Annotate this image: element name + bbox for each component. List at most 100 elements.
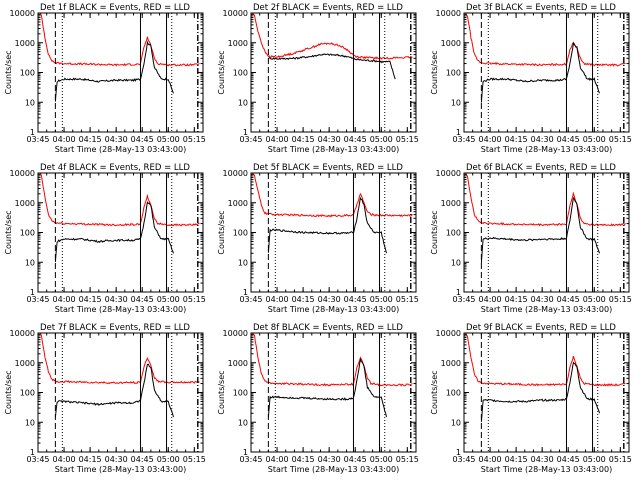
series-lld-red xyxy=(251,173,413,218)
x-tick-label: 04:30 xyxy=(531,295,554,304)
y-tick-label: 10000 xyxy=(436,9,461,18)
panel-det-3f: Det 3f BLACK = Events, RED = LLD 1 10 100 10… xyxy=(430,3,632,154)
y-axis-label: Counts/sec xyxy=(4,370,13,414)
y-axis-label: Counts/sec xyxy=(430,210,439,254)
panel-title: Det 9f BLACK = Events, RED = LLD xyxy=(466,323,616,333)
y-axis-label: Counts/sec xyxy=(217,210,226,254)
x-tick-label: 04:30 xyxy=(318,295,341,304)
x-tick-label: 05:15 xyxy=(396,455,419,464)
x-tick-label: 04:45 xyxy=(557,455,580,464)
x-tick-label: 03:45 xyxy=(239,135,262,144)
y-tick-label: 1000 xyxy=(15,199,35,208)
y-tick-label: 10 xyxy=(25,98,35,107)
x-tick-label: 05:15 xyxy=(396,295,419,304)
x-tick-label: 03:45 xyxy=(239,455,262,464)
series-lld-red xyxy=(465,173,626,227)
y-tick-label: 100 xyxy=(20,69,35,78)
plot-frame xyxy=(463,332,630,453)
x-tick-label: 04:15 xyxy=(79,295,102,304)
x-axis-label: Start Time (28-May-13 03:43:00) xyxy=(55,305,186,314)
x-tick-label: 04:45 xyxy=(557,135,580,144)
y-axis-label: Counts/sec xyxy=(4,210,13,254)
y-tick-label: 1 xyxy=(243,288,248,297)
x-tick-label: 05:15 xyxy=(183,455,206,464)
y-axis-label: Counts/sec xyxy=(430,370,439,414)
x-axis-label: Start Time (28-May-13 03:43:00) xyxy=(268,465,399,474)
x-tick-label: 03:45 xyxy=(26,295,49,304)
x-axis-label: Start Time (28-May-13 03:43:00) xyxy=(481,465,612,474)
x-tick-label: 05:15 xyxy=(396,135,419,144)
x-tick-label: 04:00 xyxy=(53,455,76,464)
y-tick-label: 10 xyxy=(238,98,248,107)
y-tick-label: 100 xyxy=(20,229,35,238)
y-tick-label: 1 xyxy=(456,288,461,297)
series-events-black xyxy=(267,53,396,80)
x-tick-label: 04:00 xyxy=(266,295,289,304)
y-axis-label: Counts/sec xyxy=(4,50,13,94)
x-tick-label: 04:00 xyxy=(479,135,502,144)
y-tick-label: 10000 xyxy=(10,169,35,178)
series-events-black xyxy=(267,357,387,418)
y-axis-label: Counts/sec xyxy=(217,370,226,414)
y-tick-label: 10000 xyxy=(436,329,461,338)
x-tick-label: 05:00 xyxy=(370,455,393,464)
y-tick-label: 1 xyxy=(243,128,248,137)
series-lld-red xyxy=(39,13,200,67)
x-tick-label: 03:45 xyxy=(26,135,49,144)
panel-det-8f: Det 8f BLACK = Events, RED = LLD 1 10 100 10… xyxy=(217,323,419,474)
x-tick-label: 05:15 xyxy=(183,135,206,144)
plot-frame xyxy=(250,172,417,293)
y-axis-label: Counts/sec xyxy=(430,50,439,94)
x-tick-label: 04:15 xyxy=(292,455,315,464)
x-tick-label: 04:15 xyxy=(505,295,528,304)
x-axis-label: Start Time (28-May-13 03:43:00) xyxy=(268,145,399,154)
y-tick-label: 10 xyxy=(451,418,461,427)
x-tick-label: 03:45 xyxy=(26,455,49,464)
y-tick-label: 1 xyxy=(456,128,461,137)
y-tick-label: 10 xyxy=(25,418,35,427)
y-tick-label: 1000 xyxy=(15,359,35,368)
x-axis-label: Start Time (28-May-13 03:43:00) xyxy=(55,145,186,154)
y-tick-label: 10000 xyxy=(10,9,35,18)
plot-frame xyxy=(250,332,417,453)
x-tick-label: 04:30 xyxy=(105,455,128,464)
x-tick-label: 04:45 xyxy=(131,295,154,304)
y-tick-label: 1000 xyxy=(228,39,248,48)
x-tick-label: 03:45 xyxy=(452,135,475,144)
x-tick-label: 05:00 xyxy=(370,135,393,144)
series-events-black xyxy=(54,201,174,263)
x-tick-label: 05:00 xyxy=(157,295,180,304)
series-events-black xyxy=(267,196,387,254)
x-tick-label: 04:30 xyxy=(318,135,341,144)
x-tick-label: 04:45 xyxy=(131,135,154,144)
plot-frame xyxy=(37,172,204,293)
y-tick-label: 10 xyxy=(451,98,461,107)
x-tick-label: 04:30 xyxy=(531,455,554,464)
y-tick-label: 1000 xyxy=(441,39,461,48)
x-tick-label: 04:45 xyxy=(557,295,580,304)
x-tick-label: 04:30 xyxy=(531,135,554,144)
y-tick-label: 1000 xyxy=(15,39,35,48)
x-tick-label: 03:45 xyxy=(452,295,475,304)
x-tick-label: 05:00 xyxy=(157,455,180,464)
x-axis-label: Start Time (28-May-13 03:43:00) xyxy=(481,305,612,314)
x-axis-label: Start Time (28-May-13 03:43:00) xyxy=(268,305,399,314)
x-tick-label: 04:00 xyxy=(479,455,502,464)
series-lld-red xyxy=(39,173,200,227)
x-tick-label: 04:45 xyxy=(344,135,367,144)
series-events-black xyxy=(480,361,600,422)
y-tick-label: 1000 xyxy=(441,199,461,208)
x-tick-label: 04:30 xyxy=(105,295,128,304)
y-tick-label: 10000 xyxy=(10,329,35,338)
series-lld-red xyxy=(464,333,626,387)
x-tick-label: 04:45 xyxy=(344,295,367,304)
x-tick-label: 04:00 xyxy=(479,295,502,304)
x-tick-label: 05:00 xyxy=(370,295,393,304)
x-tick-label: 05:15 xyxy=(183,295,206,304)
y-tick-label: 100 xyxy=(233,69,248,78)
series-events-black xyxy=(480,196,600,264)
series-lld-red xyxy=(251,333,413,387)
y-axis-label: Counts/sec xyxy=(217,50,226,94)
panel-title: Det 6f BLACK = Events, RED = LLD xyxy=(466,163,616,173)
